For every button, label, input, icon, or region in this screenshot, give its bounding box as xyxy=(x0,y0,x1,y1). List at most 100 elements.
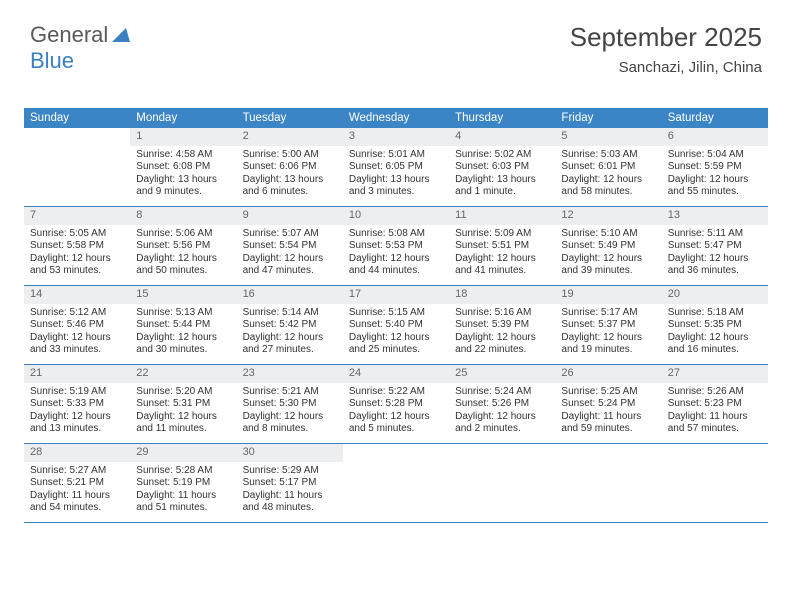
date-number: 26 xyxy=(555,365,661,383)
day-cell: 13Sunrise: 5:11 AMSunset: 5:47 PMDayligh… xyxy=(662,207,768,285)
day-info-line: Daylight: 12 hours and 55 minutes. xyxy=(668,174,762,199)
day-info-line: Daylight: 12 hours and 27 minutes. xyxy=(243,332,337,357)
day-info-line: Sunrise: 5:20 AM xyxy=(136,386,230,399)
day-info-line: Sunrise: 4:58 AM xyxy=(136,149,230,162)
date-number: 14 xyxy=(24,286,130,304)
day-cell-body: Sunrise: 5:04 AMSunset: 5:59 PMDaylight:… xyxy=(662,146,768,205)
day-info-line: Sunset: 5:21 PM xyxy=(30,477,124,490)
day-info-line: Sunset: 5:30 PM xyxy=(243,398,337,411)
day-cell-body xyxy=(24,146,130,155)
day-cell-body: Sunrise: 5:17 AMSunset: 5:37 PMDaylight:… xyxy=(555,304,661,363)
day-info-line: Sunset: 5:51 PM xyxy=(455,240,549,253)
day-info-line: Sunset: 5:24 PM xyxy=(561,398,655,411)
day-info-line: Sunset: 5:17 PM xyxy=(243,477,337,490)
date-number: 30 xyxy=(237,444,343,462)
day-info-line: Sunrise: 5:27 AM xyxy=(30,465,124,478)
day-cell: . xyxy=(343,444,449,522)
day-info-line: Sunrise: 5:03 AM xyxy=(561,149,655,162)
day-cell-body: Sunrise: 5:29 AMSunset: 5:17 PMDaylight:… xyxy=(237,462,343,521)
day-info-line: Daylight: 11 hours and 48 minutes. xyxy=(243,490,337,515)
day-cell: 27Sunrise: 5:26 AMSunset: 5:23 PMDayligh… xyxy=(662,365,768,443)
day-info-line: Sunrise: 5:24 AM xyxy=(455,386,549,399)
date-number: 20 xyxy=(662,286,768,304)
day-cell-body: Sunrise: 5:20 AMSunset: 5:31 PMDaylight:… xyxy=(130,383,236,442)
date-number: 9 xyxy=(237,207,343,225)
day-cell: 29Sunrise: 5:28 AMSunset: 5:19 PMDayligh… xyxy=(130,444,236,522)
day-info-line: Daylight: 11 hours and 51 minutes. xyxy=(136,490,230,515)
day-cell-body xyxy=(662,462,768,471)
date-number: 25 xyxy=(449,365,555,383)
day-info-line: Sunset: 5:49 PM xyxy=(561,240,655,253)
day-info-line: Sunset: 5:35 PM xyxy=(668,319,762,332)
day-cell-body: Sunrise: 5:07 AMSunset: 5:54 PMDaylight:… xyxy=(237,225,343,284)
date-number: 18 xyxy=(449,286,555,304)
day-info-line: Sunrise: 5:25 AM xyxy=(561,386,655,399)
day-info-line: Sunset: 6:06 PM xyxy=(243,161,337,174)
day-info-line: Sunset: 5:44 PM xyxy=(136,319,230,332)
header-right: September 2025 Sanchazi, Jilin, China xyxy=(570,22,762,76)
day-cell: 5Sunrise: 5:03 AMSunset: 6:01 PMDaylight… xyxy=(555,128,661,206)
day-info-line: Sunset: 5:26 PM xyxy=(455,398,549,411)
day-info-line: Sunset: 5:47 PM xyxy=(668,240,762,253)
day-info-line: Sunset: 5:39 PM xyxy=(455,319,549,332)
date-number: 21 xyxy=(24,365,130,383)
day-info-line: Daylight: 13 hours and 1 minute. xyxy=(455,174,549,199)
day-info-line: Sunrise: 5:21 AM xyxy=(243,386,337,399)
day-cell: . xyxy=(24,128,130,206)
day-info-line: Daylight: 12 hours and 47 minutes. xyxy=(243,253,337,278)
day-info-line: Sunset: 6:05 PM xyxy=(349,161,443,174)
day-info-line: Sunrise: 5:19 AM xyxy=(30,386,124,399)
day-info-line: Sunrise: 5:04 AM xyxy=(668,149,762,162)
day-info-line: Daylight: 12 hours and 50 minutes. xyxy=(136,253,230,278)
day-cell: 12Sunrise: 5:10 AMSunset: 5:49 PMDayligh… xyxy=(555,207,661,285)
date-number: 6 xyxy=(662,128,768,146)
day-info-line: Daylight: 12 hours and 53 minutes. xyxy=(30,253,124,278)
day-cell: 8Sunrise: 5:06 AMSunset: 5:56 PMDaylight… xyxy=(130,207,236,285)
day-info-line: Daylight: 12 hours and 22 minutes. xyxy=(455,332,549,357)
week-row: 21Sunrise: 5:19 AMSunset: 5:33 PMDayligh… xyxy=(24,365,768,444)
day-info-line: Daylight: 12 hours and 39 minutes. xyxy=(561,253,655,278)
day-cell-body: Sunrise: 5:12 AMSunset: 5:46 PMDaylight:… xyxy=(24,304,130,363)
day-info-line: Daylight: 13 hours and 6 minutes. xyxy=(243,174,337,199)
day-cell: 19Sunrise: 5:17 AMSunset: 5:37 PMDayligh… xyxy=(555,286,661,364)
day-cell-body: Sunrise: 5:08 AMSunset: 5:53 PMDaylight:… xyxy=(343,225,449,284)
day-cell: 2Sunrise: 5:00 AMSunset: 6:06 PMDaylight… xyxy=(237,128,343,206)
month-title: September 2025 xyxy=(570,22,762,53)
day-info-line: Sunrise: 5:17 AM xyxy=(561,307,655,320)
day-info-line: Sunset: 5:46 PM xyxy=(30,319,124,332)
week-row: .1Sunrise: 4:58 AMSunset: 6:08 PMDayligh… xyxy=(24,128,768,207)
day-info-line: Sunrise: 5:26 AM xyxy=(668,386,762,399)
day-cell: . xyxy=(662,444,768,522)
day-info-line: Sunset: 5:56 PM xyxy=(136,240,230,253)
day-cell: 16Sunrise: 5:14 AMSunset: 5:42 PMDayligh… xyxy=(237,286,343,364)
date-number: 28 xyxy=(24,444,130,462)
day-cell-body: Sunrise: 5:01 AMSunset: 6:05 PMDaylight:… xyxy=(343,146,449,205)
day-info-line: Daylight: 12 hours and 41 minutes. xyxy=(455,253,549,278)
day-info-line: Daylight: 12 hours and 58 minutes. xyxy=(561,174,655,199)
day-cell: 3Sunrise: 5:01 AMSunset: 6:05 PMDaylight… xyxy=(343,128,449,206)
date-number: 3 xyxy=(343,128,449,146)
date-number: 22 xyxy=(130,365,236,383)
day-info-line: Sunrise: 5:09 AM xyxy=(455,228,549,241)
date-number: 4 xyxy=(449,128,555,146)
brand-part2: Blue xyxy=(30,48,74,73)
week-row: 7Sunrise: 5:05 AMSunset: 5:58 PMDaylight… xyxy=(24,207,768,286)
day-info-line: Sunrise: 5:00 AM xyxy=(243,149,337,162)
day-cell-body: Sunrise: 5:00 AMSunset: 6:06 PMDaylight:… xyxy=(237,146,343,205)
day-info-line: Sunrise: 5:13 AM xyxy=(136,307,230,320)
day-cell: . xyxy=(449,444,555,522)
day-info-line: Sunrise: 5:22 AM xyxy=(349,386,443,399)
day-info-line: Daylight: 12 hours and 33 minutes. xyxy=(30,332,124,357)
day-cell: 11Sunrise: 5:09 AMSunset: 5:51 PMDayligh… xyxy=(449,207,555,285)
day-info-line: Daylight: 11 hours and 54 minutes. xyxy=(30,490,124,515)
day-headers: Sunday Monday Tuesday Wednesday Thursday… xyxy=(24,108,768,128)
day-cell: 20Sunrise: 5:18 AMSunset: 5:35 PMDayligh… xyxy=(662,286,768,364)
day-cell: . xyxy=(555,444,661,522)
day-cell: 17Sunrise: 5:15 AMSunset: 5:40 PMDayligh… xyxy=(343,286,449,364)
day-header-tue: Tuesday xyxy=(237,108,343,128)
day-cell-body: Sunrise: 5:06 AMSunset: 5:56 PMDaylight:… xyxy=(130,225,236,284)
day-header-fri: Friday xyxy=(555,108,661,128)
day-cell-body: Sunrise: 5:15 AMSunset: 5:40 PMDaylight:… xyxy=(343,304,449,363)
day-header-sun: Sunday xyxy=(24,108,130,128)
day-info-line: Sunset: 5:59 PM xyxy=(668,161,762,174)
